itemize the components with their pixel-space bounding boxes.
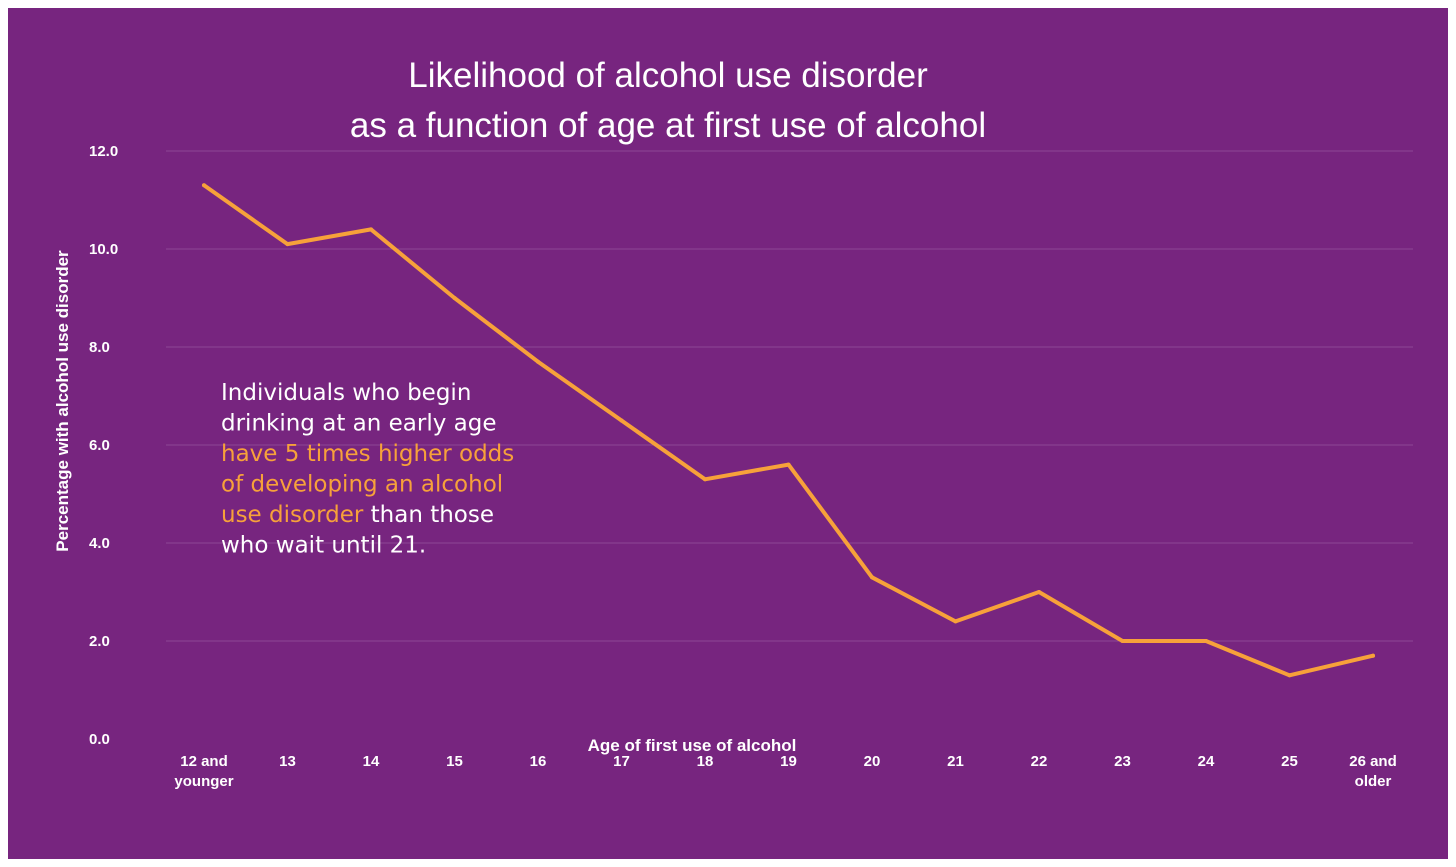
- x-tick-label: 13: [279, 753, 296, 770]
- data-point: [202, 183, 206, 188]
- x-tick-label: 22: [1031, 753, 1048, 770]
- data-point: [369, 227, 373, 232]
- x-axis-ticks: 12 and younger 13 14 15 16 17 18 19 20 21 22 23 24 25 2…: [174, 753, 1396, 790]
- data-point: [285, 242, 290, 247]
- x-axis-label: Age of first use of alcohol: [588, 736, 797, 755]
- x-tick-label: 18: [697, 753, 714, 770]
- x-tick-label: 26 and older: [1349, 753, 1397, 790]
- data-point: [619, 418, 624, 423]
- data-point: [1037, 590, 1041, 594]
- annotation-line: have 5 times higher odds: [221, 441, 514, 467]
- y-axis-label: Percentage with alcohol use disorder: [53, 250, 72, 552]
- chart-title: Likelihood of alcohol use disorder as a f…: [350, 56, 986, 145]
- annotation-line: use disorder than those: [221, 502, 494, 528]
- x-tick-label: 23: [1114, 753, 1131, 770]
- y-tick-label: 4.0: [89, 535, 110, 552]
- data-point: [870, 575, 874, 580]
- x-tick-label: 25: [1281, 753, 1298, 770]
- x-tick-label: 24: [1198, 753, 1215, 770]
- y-tick-label: 12.0: [89, 143, 118, 160]
- annotation-text: Individuals who begin drinking at an earl…: [221, 380, 514, 559]
- x-tick-label: 19: [780, 753, 797, 770]
- data-point: [536, 359, 540, 364]
- chart-title-line: as a function of age at first use of alc…: [350, 106, 986, 145]
- x-tick-label: 14: [363, 753, 380, 770]
- annotation-line: who wait until 21.: [221, 533, 426, 559]
- y-tick-label: 0.0: [89, 731, 110, 748]
- y-tick-label: 8.0: [89, 339, 110, 356]
- x-tick-label: 16: [530, 753, 547, 770]
- data-point: [1120, 639, 1125, 643]
- data-point: [1287, 673, 1292, 678]
- data-point: [452, 296, 457, 300]
- series-alcohol-use-disorder: [202, 183, 1375, 678]
- y-tick-label: 6.0: [89, 437, 110, 454]
- data-point: [1204, 639, 1208, 643]
- line-chart: Likelihood of alcohol use disorder as a f…: [53, 56, 1413, 790]
- y-axis-ticks: 0.0 2.0 4.0 6.0 8.0 10.0 12.0: [89, 143, 118, 748]
- annotation-line: of developing an alcohol: [221, 472, 503, 498]
- x-tick-label: 12 and younger: [174, 753, 233, 790]
- chart-background: Likelihood of alcohol use disorder as a f…: [8, 8, 1448, 859]
- y-tick-label: 2.0: [89, 633, 110, 650]
- chart-title-line: Likelihood of alcohol use disorder: [408, 56, 928, 95]
- x-tick-label: 17: [613, 753, 630, 770]
- data-point: [786, 462, 791, 467]
- x-tick-label: 21: [947, 753, 964, 770]
- x-tick-label: 20: [864, 753, 881, 770]
- data-point: [1371, 653, 1375, 658]
- y-tick-label: 10.0: [89, 241, 118, 258]
- annotation-line: drinking at an early age: [221, 411, 496, 437]
- data-point: [703, 477, 707, 482]
- data-point: [953, 619, 958, 624]
- x-tick-label: 15: [446, 753, 463, 770]
- annotation-line: Individuals who begin: [221, 380, 471, 406]
